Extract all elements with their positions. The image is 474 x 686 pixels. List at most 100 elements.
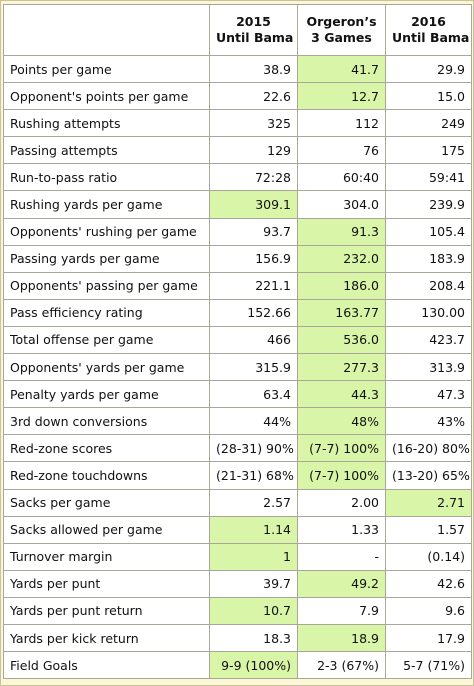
row-label: Turnover margin [3,542,210,571]
row-value-col1: 38.9 [209,54,298,84]
row-label: Red-zone touchdowns [3,461,210,490]
table-row: Red-zone touchdowns (21-31) 68% (7-7) 100%… [3,461,472,490]
row-value-col2: 2.00 [297,488,386,517]
row-label: 3rd down conversions [3,407,210,436]
row-value-col1: 156.9 [209,244,298,273]
row-value-col2: 536.0 [297,325,386,355]
table-row: Passing attempts 129 76 175 [3,136,472,165]
row-value-col2: 186.0 [297,271,386,300]
table-row: Turnover margin 1- (0.14) [3,542,472,571]
table-row: Sacks per game 2.57 2.00 2.71 [3,488,472,517]
row-value-col3: 47.3 [385,380,472,409]
row-value-col3: 43% [385,407,472,436]
row-label: Yards per kick return [3,623,210,653]
row-value-col1: 22.6 [209,82,298,111]
row-value-col3: 5-7 (71%) [385,651,472,680]
row-value-col3: 175 [385,136,472,165]
row-label: Passing yards per game [3,244,210,273]
row-value-col3: 42.6 [385,569,472,598]
row-label: Yards per punt return [3,596,210,625]
row-value-col1: 10.7 [209,596,298,625]
row-label: Opponents' rushing per game [3,217,210,246]
row-value-col1: 1 [209,542,298,571]
row-value-col2: 18.9 [297,623,386,653]
table-row: Run-to-pass ratio 72:28 60:40 59:41 [3,163,472,192]
table-row: Passing yards per game 156.9 232.0 183.9 [3,244,472,273]
row-value-col1: 93.7 [209,217,298,246]
row-label: Yards per punt [3,569,210,598]
row-value-col2: 60:40 [297,163,386,192]
header-col1-line2: Until Bama [216,30,294,45]
row-value-col1: 72:28 [209,163,298,192]
row-value-col2: 7.9 [297,596,386,625]
row-label: Total offense per game [3,325,210,355]
row-value-col1: 1.14 [209,515,298,544]
row-label: Opponents' yards per game [3,353,210,382]
row-value-col3: 249 [385,109,472,138]
table-row: Red-zone scores (28-31) 90% (7-7) 100% (16-… [3,434,472,463]
table-row: Opponents' rushing per game 93.7 91.3 105.4 [3,217,472,246]
table-row: Yards per punt 39.7 49.2 42.6 [3,569,472,598]
row-label: Sacks per game [3,488,210,517]
row-value-col3: 17.9 [385,623,472,653]
row-value-col3: 29.9 [385,54,472,84]
row-label: Rushing attempts [3,109,210,138]
row-value-col2: 76 [297,136,386,165]
row-label: Sacks allowed per game [3,515,210,544]
row-label: Passing attempts [3,136,210,165]
row-value-col3: (16-20) 80% [385,434,472,463]
row-value-col3: 239.9 [385,190,472,219]
table-row: Rushing yards per game 309.1 304.0 239.9 [3,190,472,219]
table-row: Field Goals 9-9 (100%) 2-3 (67%) 5-7 (71%) [3,651,472,680]
row-value-col2: 44.3 [297,380,386,409]
row-value-col3: 208.4 [385,271,472,300]
table-row: Sacks allowed per game 1.14 1.33 1.57 [3,515,472,544]
row-label: Field Goals [3,651,210,680]
table-row: Yards per kick return 18.3 18.9 17.9 [3,623,472,653]
row-value-col1: (28-31) 90% [209,434,298,463]
table-row: Total offense per game 466 536.0 423.7 [3,325,472,355]
header-blank-cell [3,4,210,56]
row-value-col3: 313.9 [385,353,472,382]
row-label: Pass efficiency rating [3,298,210,327]
row-value-col1: 2.57 [209,488,298,517]
row-label: Points per game [3,54,210,84]
row-value-col3: 105.4 [385,217,472,246]
table-row: Yards per punt return 10.7 7.9 9.6 [3,596,472,625]
header-col1-line1: 2015 [236,14,271,29]
header-row: 2015 Until Bama Orgeron’s 3 Games 2016 U… [3,4,472,56]
row-value-col1: 325 [209,109,298,138]
row-value-col3: 130.00 [385,298,472,327]
row-value-col2: 304.0 [297,190,386,219]
stats-comparison-table: 2015 Until Bama Orgeron’s 3 Games 2016 U… [3,4,472,680]
row-value-col2: 91.3 [297,217,386,246]
table-row: Opponents' yards per game 315.9 277.3 313.9 [3,353,472,382]
row-label: Opponent's points per game [3,82,210,111]
row-value-col3: 423.7 [385,325,472,355]
header-2015-until-bama: 2015 Until Bama [209,4,298,56]
row-value-col2: 277.3 [297,353,386,382]
row-value-col2: 2-3 (67%) [297,651,386,680]
row-value-col1: 18.3 [209,623,298,653]
row-value-col1: 9-9 (100%) [209,651,298,680]
row-value-col1: 152.66 [209,298,298,327]
row-value-col3: 15.0 [385,82,472,111]
header-orgerons-3-games: Orgeron’s 3 Games [297,4,386,56]
row-value-col3: (0.14) [385,542,472,571]
header-col2-line2: 3 Games [311,30,372,45]
header-col2-line1: Orgeron’s [306,14,377,29]
table-row: Penalty yards per game 63.4 44.3 47.3 [3,380,472,409]
header-col3-line1: 2016 [411,14,446,29]
row-value-col2: (7-7) 100% [297,434,386,463]
header-col3-line2: Until Bama [392,30,470,45]
row-value-col1: 39.7 [209,569,298,598]
row-value-col2: 163.77 [297,298,386,327]
row-value-col1: 466 [209,325,298,355]
row-label: Red-zone scores [3,434,210,463]
table-row: Pass efficiency rating 152.66 163.77 130.00 [3,298,472,327]
row-label: Run-to-pass ratio [3,163,210,192]
row-label: Rushing yards per game [3,190,210,219]
row-value-col3: 1.57 [385,515,472,544]
row-value-col3: 183.9 [385,244,472,273]
